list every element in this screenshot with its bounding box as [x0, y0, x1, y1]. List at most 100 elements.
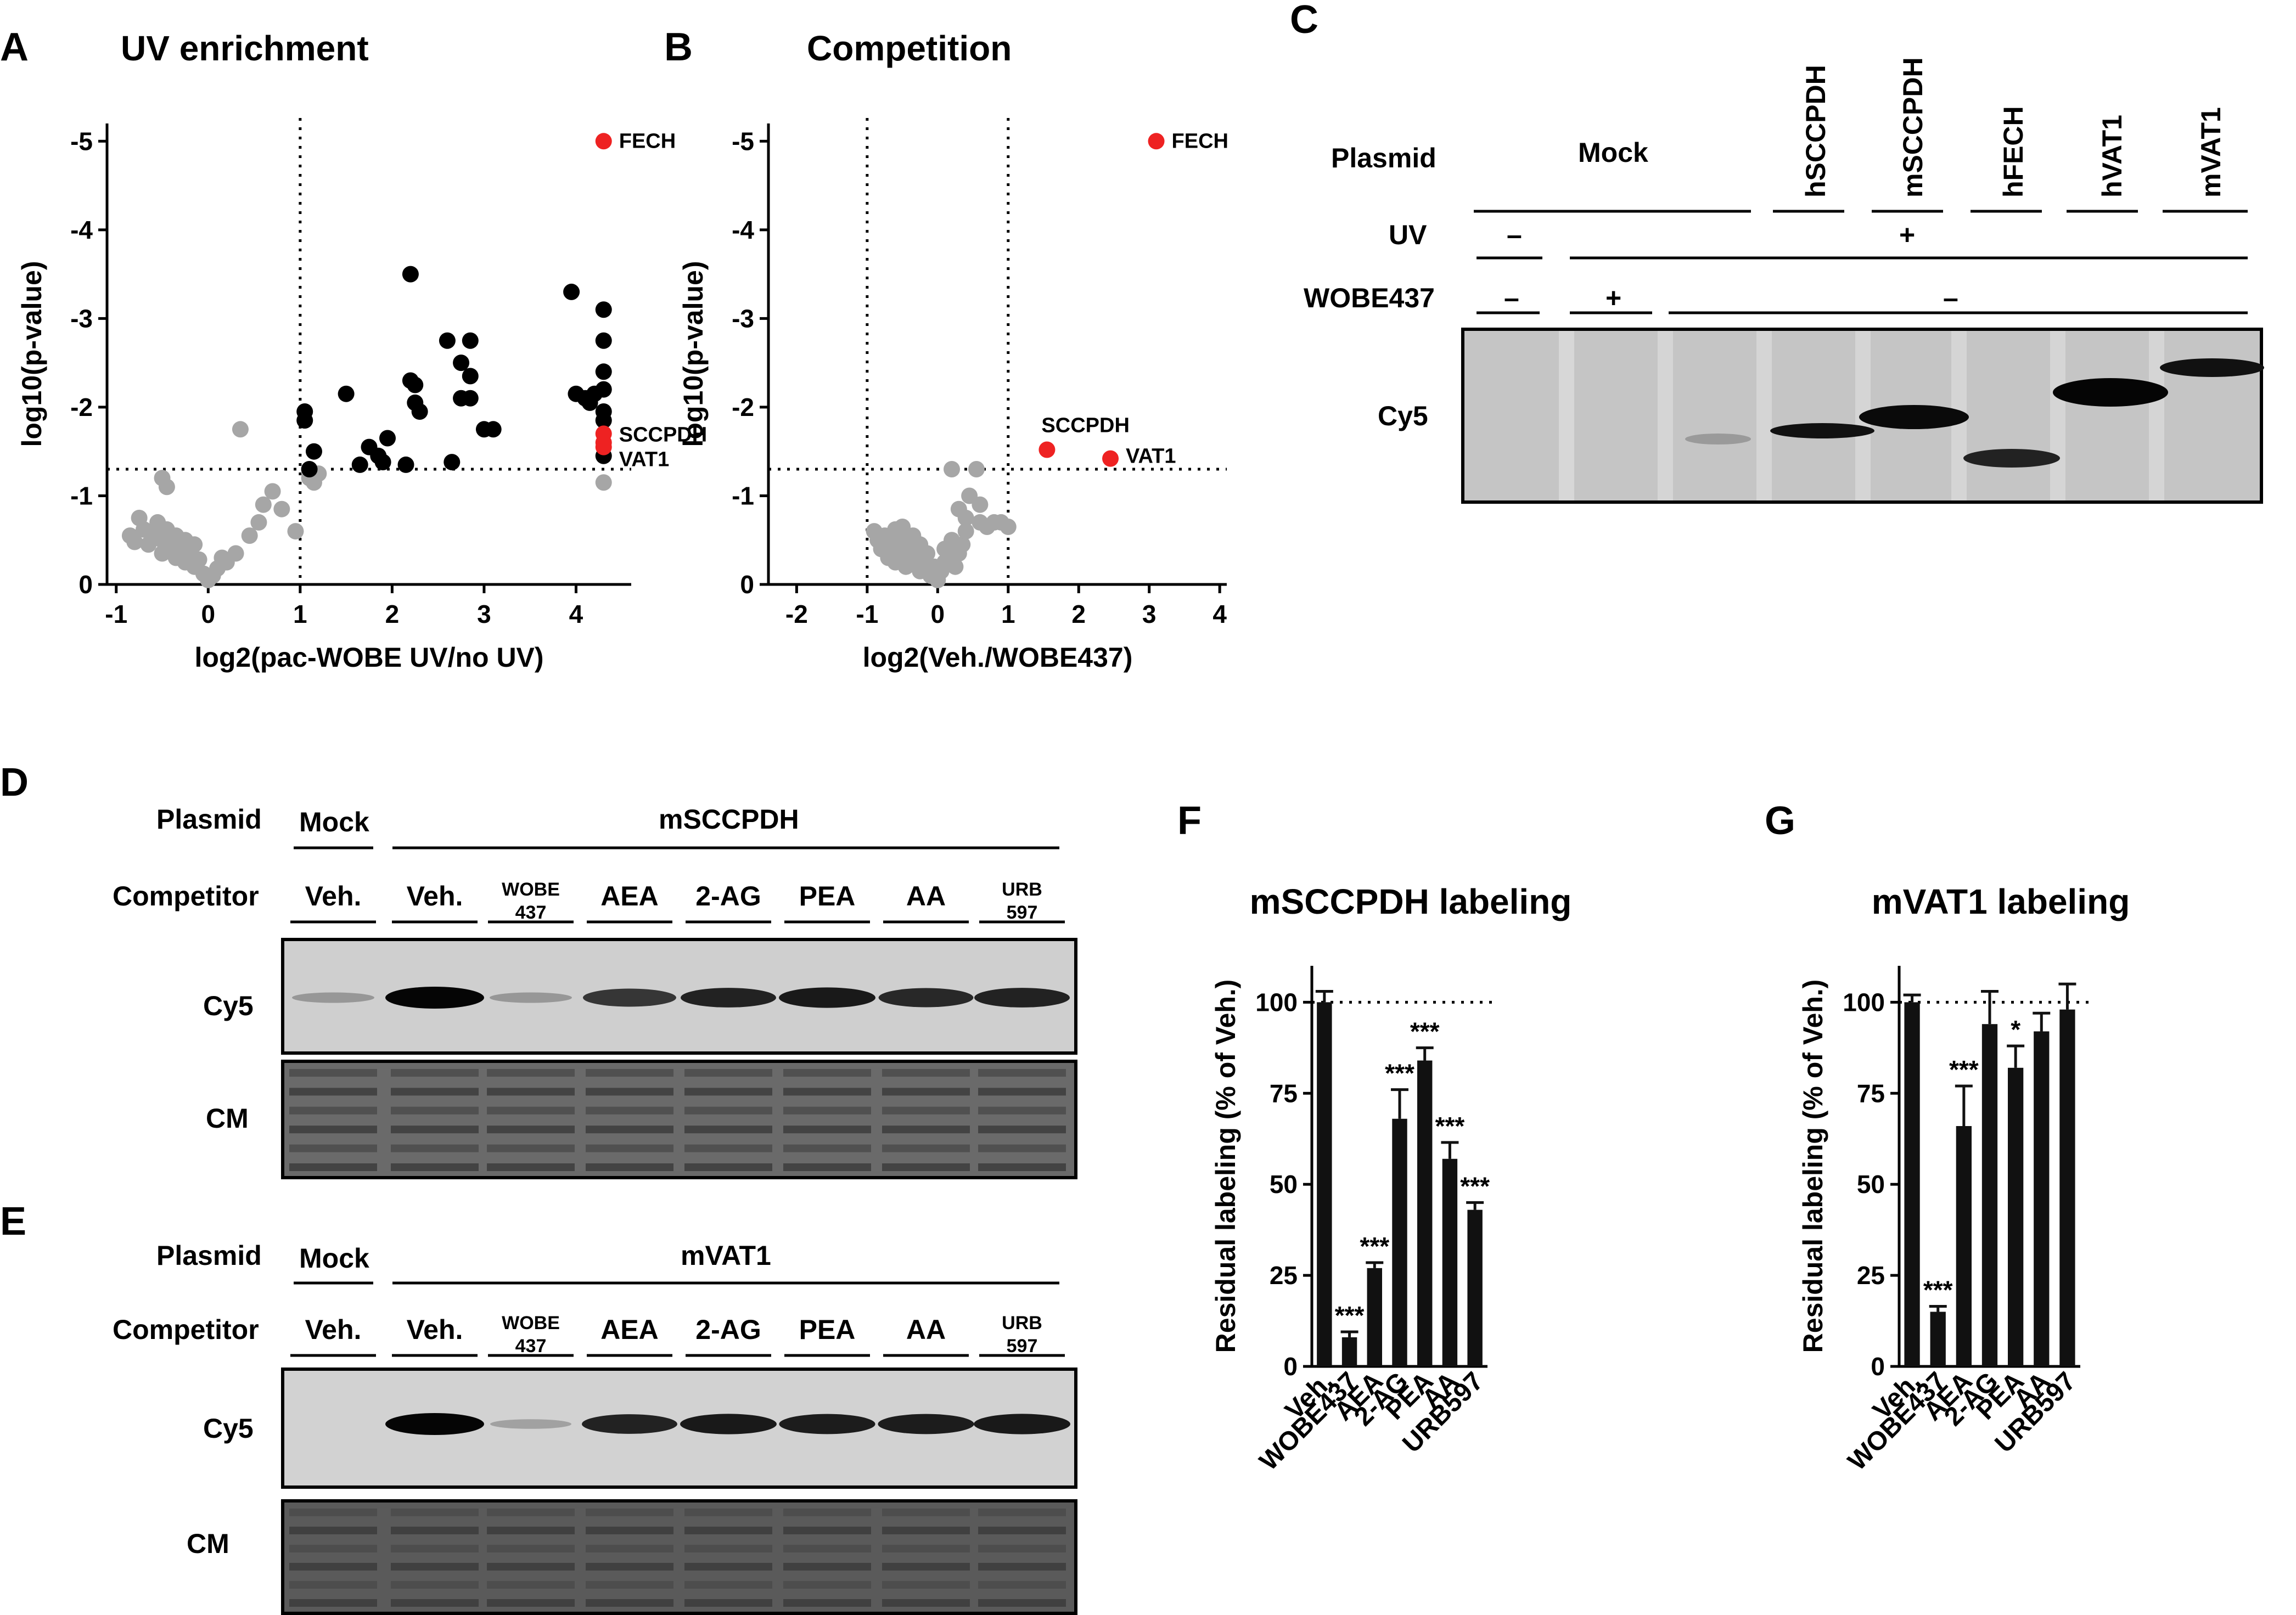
data-point: [379, 430, 396, 447]
competitor-label-line: URB: [1002, 879, 1042, 900]
cm-band: [783, 1581, 871, 1589]
cm-band: [391, 1563, 479, 1571]
blot-d-cm-bands: [289, 1069, 1066, 1171]
cm-band: [783, 1126, 871, 1134]
data-point: [947, 558, 964, 575]
cm-band: [487, 1581, 575, 1589]
blot-c-mvat1-label: mVAT1: [2196, 107, 2226, 198]
data-point: [232, 421, 249, 438]
cm-band: [487, 1527, 575, 1534]
cm-band: [289, 1088, 377, 1096]
cy5-band: [779, 1414, 875, 1434]
data-point: [1038, 441, 1056, 458]
western-blot-e: Plasmid Mock mVAT1 Competitor Veh. Veh. WO…: [113, 1240, 1077, 1615]
competitor-label: Veh.: [305, 1314, 362, 1345]
blot-e-competitor-lanes: Veh. Veh. WOBE 437 AEA 2-AG PEA AA URB 597: [290, 1313, 1065, 1357]
panel-letter-C: C: [1290, 0, 1318, 42]
blot-e-cy5-label: Cy5: [203, 1413, 254, 1444]
y-tick-label: 0: [1283, 1352, 1298, 1381]
data-point: [158, 479, 175, 496]
cm-band: [289, 1126, 377, 1134]
bar-chart-g: mVAT1 labeling0255075100Veh.***WOBE437**…: [1798, 882, 2130, 1476]
data-point: [255, 496, 272, 513]
bar: [1317, 1002, 1332, 1366]
cm-band: [684, 1126, 772, 1134]
competitor-label: WOBE 437: [502, 1313, 560, 1357]
panel-letter-G: G: [1765, 799, 1795, 843]
cm-band: [586, 1069, 673, 1077]
cm-band: [487, 1126, 575, 1134]
cm-band: [882, 1069, 970, 1077]
data-point: [462, 332, 479, 349]
data-point: [305, 474, 322, 491]
blot-c-hvat1-label: hVAT1: [2097, 115, 2127, 198]
data-point: [954, 536, 971, 553]
blot-c-band-hvat1: [2053, 378, 2168, 407]
competitor-label: 2-AG: [695, 1314, 761, 1345]
cm-band: [783, 1069, 871, 1077]
blot-e-mock-label: Mock: [299, 1243, 369, 1274]
panel-letter-B: B: [664, 25, 693, 69]
blot-c-band-msccpdh: [1859, 405, 1969, 429]
blot-c-cy5-label: Cy5: [1378, 401, 1428, 431]
x-tick-label: 1: [1001, 600, 1015, 628]
data-point: [273, 500, 290, 517]
cm-band: [783, 1527, 871, 1534]
cm-band: [586, 1509, 673, 1516]
cm-band: [783, 1088, 871, 1096]
y-tick-label: 0: [1871, 1352, 1885, 1381]
data-point: [595, 363, 612, 380]
cm-band: [487, 1144, 575, 1152]
cm-band: [684, 1088, 772, 1096]
chart-title: mVAT1 labeling: [1872, 882, 2130, 921]
blot-d-mock-label: Mock: [299, 807, 369, 837]
y-tick-label: 25: [1857, 1261, 1885, 1290]
data-point: [402, 266, 419, 283]
competitor-label-line: 597: [1007, 1336, 1038, 1357]
blot-c-uv-plus: +: [1899, 220, 1915, 250]
x-tick-label: 4: [1212, 600, 1227, 628]
y-axis-label: Residual labeling (% of Veh.): [1210, 980, 1241, 1353]
panel-B-title: Competition: [807, 29, 1012, 68]
blot-d-cy5-bands: [292, 987, 1070, 1009]
cm-band: [978, 1545, 1066, 1552]
blot-e-cm-gel: [281, 1499, 1077, 1615]
data-point: [287, 523, 304, 540]
bar: [1930, 1312, 1946, 1366]
bar: [1341, 1337, 1357, 1366]
x-tick-label: 1: [293, 600, 307, 628]
bar: [1956, 1126, 1972, 1366]
y-tick-label: -1: [732, 481, 754, 510]
x-tick-label: -1: [105, 600, 127, 628]
cm-band: [586, 1581, 673, 1589]
x-axis-label: log2(Veh./WOBE437): [863, 642, 1133, 673]
data-point: [595, 412, 612, 429]
data-point: [1000, 519, 1017, 535]
cm-band: [882, 1106, 970, 1115]
cm-band: [391, 1599, 479, 1607]
blot-c-msccpdh-label: mSCCPDH: [1898, 57, 1928, 198]
data-point: [595, 474, 612, 491]
significance-label: ***: [1460, 1172, 1490, 1200]
cm-band: [978, 1106, 1066, 1115]
cm-band: [684, 1527, 772, 1534]
data-point: [126, 533, 143, 550]
data-point: [595, 438, 612, 455]
cm-band: [882, 1088, 970, 1096]
x-axis-label: log2(pac-WOBE UV/no UV): [194, 642, 543, 673]
blot-d-cy5-label: Cy5: [203, 991, 254, 1021]
cm-band: [586, 1163, 673, 1171]
cm-band: [487, 1545, 575, 1552]
x-tick-label: 2: [385, 600, 400, 628]
cy5-band: [878, 1414, 974, 1434]
cm-band: [978, 1509, 1066, 1516]
data-point: [305, 443, 322, 460]
cm-band: [289, 1563, 377, 1571]
competitor-label: Veh.: [407, 881, 463, 911]
y-tick-label: 50: [1270, 1170, 1298, 1198]
blot-e-cm-bands: [289, 1509, 1066, 1607]
point-label: FECH: [619, 130, 676, 153]
bar: [1417, 1060, 1433, 1366]
cm-band: [391, 1106, 479, 1115]
y-tick-label: -4: [70, 216, 93, 244]
